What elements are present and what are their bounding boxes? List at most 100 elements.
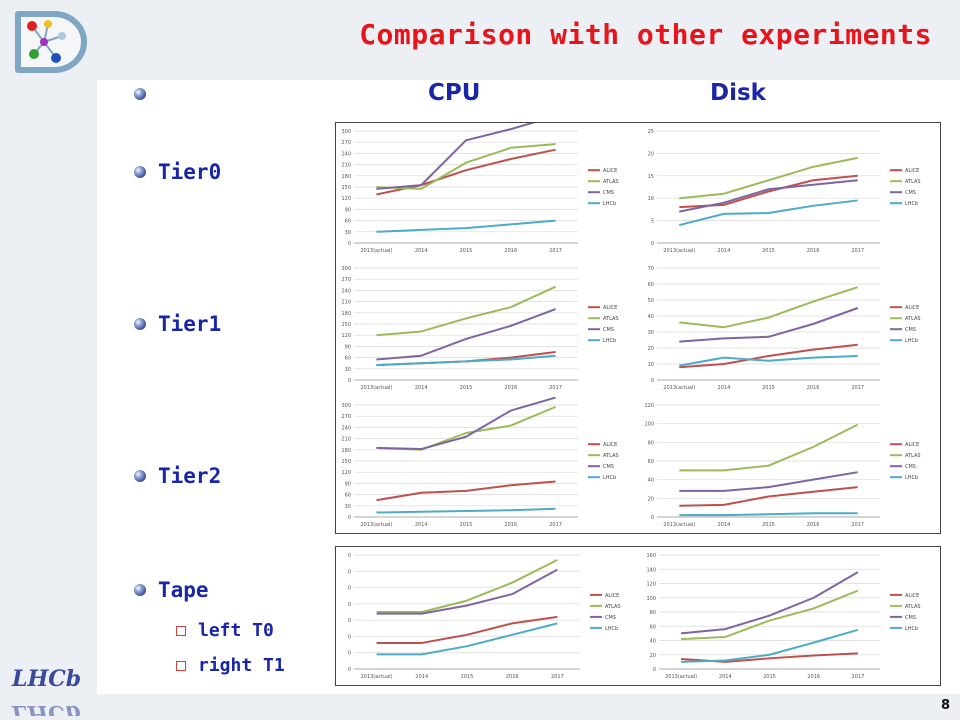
y-tick-label: 300 (341, 403, 351, 409)
x-tick-label: 2014 (415, 385, 428, 391)
series-line-atlas (679, 286, 859, 329)
disk-column-header: Disk (710, 80, 766, 106)
chart-tier1_disk: 0 10 20 30 40 50 60 70 2013(actual) 2014 2015 2016 2… (639, 260, 940, 396)
bullet-label: Tier2 (158, 464, 222, 488)
x-tick-label: 2014 (719, 674, 732, 680)
series-line-lhcb (679, 355, 858, 367)
y-tick-label: 120 (341, 470, 351, 476)
footer-band (0, 694, 960, 720)
y-tick-label: 270 (341, 277, 351, 283)
x-tick-label: 2014 (415, 674, 428, 680)
x-tick-label: 2014 (718, 385, 731, 391)
y-tick-label: 160 (646, 553, 656, 559)
x-tick-label: 2015 (763, 674, 776, 680)
chart-tier1_cpu: 0 30 60 90 120 150 180 210 240 270 300 2013(actual)… (336, 260, 638, 396)
chart-tape_t1: 0 20 40 60 80 100 120 140 160 2013(actual) 2014 201… (641, 547, 940, 685)
y-tick-label: 30 (345, 367, 351, 373)
x-tick-label: 2015 (762, 385, 775, 391)
x-tick-label: 2017 (551, 674, 564, 680)
y-tick-label: 120 (644, 403, 654, 409)
bullet-icon (134, 584, 146, 596)
legend-label: ALICE (905, 168, 919, 174)
y-tick-label: 0 (651, 378, 654, 384)
x-tick-label: 2014 (415, 248, 428, 254)
sub-bullet-right-t1: right T1 (176, 655, 285, 676)
legend-label: ATLAS (603, 179, 619, 185)
series-line-lhcb (376, 219, 556, 233)
x-tick-label: 2013(actual) (663, 522, 695, 528)
series-line-alice (679, 343, 858, 369)
chart-svg-tier0_disk: 0 5 10 15 20 25 2013(actual) 2014 2015 2016 2017 AL… (648, 129, 921, 254)
y-tick-label: 0 (348, 602, 351, 608)
y-tick-label: 40 (648, 478, 654, 484)
y-tick-label: 150 (341, 185, 351, 191)
x-tick-label: 2016 (506, 674, 519, 680)
y-tick-label: 180 (341, 174, 351, 180)
x-tick-label: 2015 (460, 248, 473, 254)
legend-label: LHCb (905, 475, 918, 481)
series-line-atlas (376, 143, 556, 190)
series-line-alice (376, 480, 556, 502)
y-tick-label: 0 (348, 515, 351, 521)
y-tick-label: 0 (651, 241, 654, 247)
y-tick-label: 300 (341, 266, 351, 272)
legend-label: CMS (905, 327, 916, 333)
legend-label: CMS (905, 615, 916, 621)
svg-text:LHCb: LHCb (11, 666, 81, 692)
legend-label: ALICE (603, 442, 617, 448)
series-line-atlas (376, 285, 557, 337)
y-tick-label: 90 (345, 207, 351, 213)
y-tick-label: 50 (648, 298, 654, 304)
y-tick-label: 60 (648, 459, 654, 465)
y-tick-label: 240 (341, 151, 351, 157)
y-tick-label: 10 (648, 362, 654, 368)
x-tick-label: 2013(actual) (663, 248, 695, 254)
header-band (0, 0, 960, 80)
legend-label: ATLAS (905, 316, 921, 322)
y-tick-label: 0 (348, 378, 351, 384)
svg-text:LHCb: LHCb (11, 700, 81, 716)
legend-label: ATLAS (905, 453, 921, 459)
legend-label: ATLAS (605, 604, 621, 610)
bullet-icon (134, 318, 146, 330)
chart-svg-tier2_disk: 0 20 40 60 80 100 120 2013(actual) 2014 2015 2016 2… (644, 403, 921, 528)
chart-tier0_disk: 0 5 10 15 20 25 2013(actual) 2014 2015 2016 2017 AL… (639, 123, 940, 259)
y-tick-label: 120 (646, 582, 656, 588)
y-tick-label: 40 (648, 314, 654, 320)
x-tick-label: 2017 (851, 522, 864, 528)
x-tick-label: 2017 (549, 248, 562, 254)
y-tick-label: 240 (341, 288, 351, 294)
series-line-atlas (376, 558, 558, 613)
x-tick-label: 2015 (461, 674, 474, 680)
y-tick-label: 100 (646, 596, 656, 602)
series-line-lhcb (679, 199, 858, 227)
legend-label: CMS (905, 464, 916, 470)
lhcb-logo-icon: LHCb LHCb (8, 660, 90, 716)
y-tick-label: 20 (650, 653, 656, 659)
y-tick-label: 70 (648, 266, 654, 272)
y-tick-label: 0 (348, 634, 351, 640)
x-tick-label: 2013(actual) (361, 674, 393, 680)
y-tick-label: 60 (345, 219, 351, 225)
y-tick-label: 0 (653, 667, 656, 673)
y-tick-label: 210 (341, 300, 351, 306)
series-line-atlas (376, 405, 556, 451)
legend-label: ATLAS (603, 453, 619, 459)
y-tick-label: 60 (345, 356, 351, 362)
y-tick-label: 180 (341, 311, 351, 317)
chart-svg-tape_t1: 0 20 40 60 80 100 120 140 160 2013(actual) 2014 201… (646, 553, 920, 680)
series-line-alice (679, 486, 858, 507)
chart-svg-tier1_disk: 0 10 20 30 40 50 60 70 2013(actual) 2014 2015 2016 2… (648, 266, 921, 391)
legend-label: CMS (603, 464, 614, 470)
x-tick-label: 2013(actual) (360, 385, 392, 391)
legend-label: LHCb (603, 201, 616, 207)
y-tick-label: 0 (348, 241, 351, 247)
x-tick-label: 2017 (549, 522, 562, 528)
legend-label: ATLAS (603, 316, 619, 322)
y-tick-label: 210 (341, 163, 351, 169)
legend-label: LHCb (905, 201, 918, 207)
bullet-tape: Tape (134, 578, 209, 602)
series-line-cms (679, 307, 859, 343)
y-tick-label: 20 (648, 346, 654, 352)
y-tick-label: 20 (648, 151, 654, 157)
